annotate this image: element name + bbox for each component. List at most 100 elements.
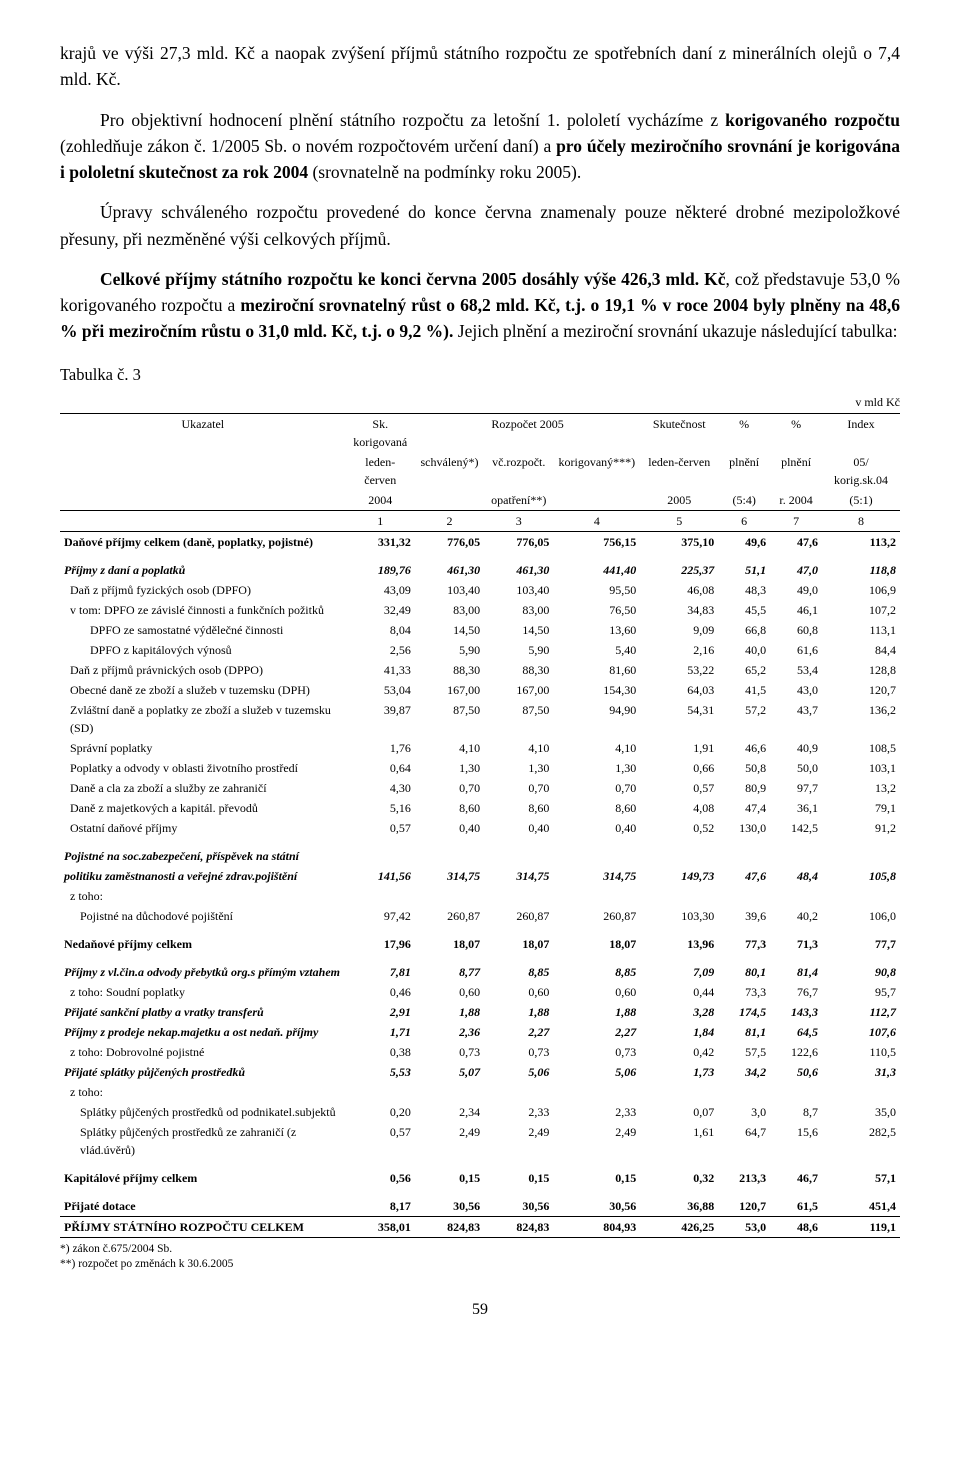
table-row: Nedaňové příjmy celkem17,9618,0718,0718,… (60, 934, 900, 954)
row-label: Správní poplatky (60, 738, 346, 758)
row-value: 57,5 (718, 1042, 770, 1062)
row-value: 88,30 (484, 660, 553, 680)
row-value: 64,5 (770, 1022, 822, 1042)
row-label: Příjmy z vl.čin.a odvody přebytků org.s … (60, 962, 346, 982)
row-value (770, 846, 822, 866)
row-value: 2,49 (484, 1122, 553, 1160)
row-value: 8,60 (484, 798, 553, 818)
table-row (60, 838, 900, 846)
row-label: politiku zaměstnanosti a veřejné zdrav.p… (60, 866, 346, 886)
row-value: 2,49 (415, 1122, 484, 1160)
row-label: Daně z majetkových a kapitál. převodů (60, 798, 346, 818)
row-value: 282,5 (822, 1122, 900, 1160)
row-value: 120,7 (718, 1196, 770, 1217)
row-value: 2,36 (415, 1022, 484, 1042)
col2a: Sk. korigovaná (346, 414, 415, 453)
row-value: 43,09 (346, 580, 415, 600)
row-value: 108,5 (822, 738, 900, 758)
row-value: 5,16 (346, 798, 415, 818)
col2b: leden-červen (346, 452, 415, 490)
row-value: 61,5 (770, 1196, 822, 1217)
paragraph-2: Pro objektivní hodnocení plnění státního… (60, 107, 900, 186)
row-value (770, 886, 822, 906)
coln1: 1 (346, 511, 415, 532)
row-value: 18,07 (415, 934, 484, 954)
table-row: Zvláštní daně a poplatky ze zboží a služ… (60, 700, 900, 738)
row-value: 0,42 (640, 1042, 718, 1062)
row-value: 1,88 (553, 1002, 640, 1022)
row-value: 77,7 (822, 934, 900, 954)
col8a: % (770, 414, 822, 453)
row-value: 41,5 (718, 680, 770, 700)
row-value: 105,8 (822, 866, 900, 886)
row-value: 113,2 (822, 532, 900, 553)
row-value: 4,08 (640, 798, 718, 818)
row-label: Přijaté dotace (60, 1196, 346, 1217)
row-value: 49,6 (718, 532, 770, 553)
row-value (640, 846, 718, 866)
total-v2: 824,83 (484, 1217, 553, 1238)
row-value: 46,1 (770, 600, 822, 620)
row-label: DPFO ze samostatné výdělečné činnosti (60, 620, 346, 640)
row-value: 8,60 (553, 798, 640, 818)
row-value: 0,40 (484, 818, 553, 838)
row-value: 95,50 (553, 580, 640, 600)
row-label: z toho: (60, 1082, 346, 1102)
col5: korigovaný***) (553, 452, 640, 490)
row-value: 8,85 (484, 962, 553, 982)
row-value: 2,27 (553, 1022, 640, 1042)
col9b: 05/ korig.sk.04 (822, 452, 900, 490)
table-row: Pojistné na důchodové pojištění97,42260,… (60, 906, 900, 926)
table-row: Přijaté dotace8,1730,5630,5630,5636,8812… (60, 1196, 900, 1217)
col-rozpocet: Rozpočet 2005 (415, 414, 640, 453)
row-value: 64,03 (640, 680, 718, 700)
row-value: 4,30 (346, 778, 415, 798)
row-value: 167,00 (484, 680, 553, 700)
row-value: 81,1 (718, 1022, 770, 1042)
row-value: 47,4 (718, 798, 770, 818)
table-row: Daně a cla za zboží a služby ze zahranič… (60, 778, 900, 798)
table-row: politiku zaměstnanosti a veřejné zdrav.p… (60, 866, 900, 886)
row-value: 331,32 (346, 532, 415, 553)
col2c: 2004 (346, 490, 415, 511)
row-label: v tom: DPFO ze závislé činnosti a funkčn… (60, 600, 346, 620)
table-row: Obecné daně ze zboží a služeb v tuzemsku… (60, 680, 900, 700)
row-value: 2,34 (415, 1102, 484, 1122)
footnote-1: *) zákon č.675/2004 Sb. (60, 1242, 900, 1257)
row-value: 0,52 (640, 818, 718, 838)
row-value: 0,15 (415, 1168, 484, 1188)
units-label: v mld Kč (60, 393, 900, 411)
table-caption: Tabulka č. 3 (60, 363, 900, 388)
row-value: 106,9 (822, 580, 900, 600)
row-value: 0,56 (346, 1168, 415, 1188)
paragraph-3: Úpravy schváleného rozpočtu provedené do… (60, 199, 900, 252)
row-label: Příjmy z daní a poplatků (60, 560, 346, 580)
row-value: 47,6 (770, 532, 822, 553)
row-value: 189,76 (346, 560, 415, 580)
col4a: vč.rozpočt. (484, 452, 553, 490)
row-value: 30,56 (484, 1196, 553, 1217)
row-value: 113,1 (822, 620, 900, 640)
row-value (346, 846, 415, 866)
row-value: 53,22 (640, 660, 718, 680)
row-label: Daně a cla za zboží a služby ze zahranič… (60, 778, 346, 798)
table-row: Přijaté sankční platby a vratky transfer… (60, 1002, 900, 1022)
row-label: Nedaňové příjmy celkem (60, 934, 346, 954)
row-value: 110,5 (822, 1042, 900, 1062)
table-row (60, 1188, 900, 1196)
row-value: 776,05 (484, 532, 553, 553)
row-value: 50,0 (770, 758, 822, 778)
row-value: 2,91 (346, 1002, 415, 1022)
row-value: 375,10 (640, 532, 718, 553)
row-value (718, 886, 770, 906)
row-value: 1,30 (484, 758, 553, 778)
row-value: 5,90 (415, 640, 484, 660)
row-value: 776,05 (415, 532, 484, 553)
row-value: 15,6 (770, 1122, 822, 1160)
row-value: 47,0 (770, 560, 822, 580)
row-value: 40,9 (770, 738, 822, 758)
row-value: 451,4 (822, 1196, 900, 1217)
row-value: 2,33 (553, 1102, 640, 1122)
row-value: 83,00 (484, 600, 553, 620)
row-value: 47,6 (718, 866, 770, 886)
